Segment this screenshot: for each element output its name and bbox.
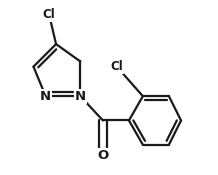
Text: N: N xyxy=(75,90,86,103)
Text: N: N xyxy=(40,90,51,103)
Text: O: O xyxy=(97,149,109,162)
Text: Cl: Cl xyxy=(111,60,123,73)
Text: Cl: Cl xyxy=(43,8,55,21)
